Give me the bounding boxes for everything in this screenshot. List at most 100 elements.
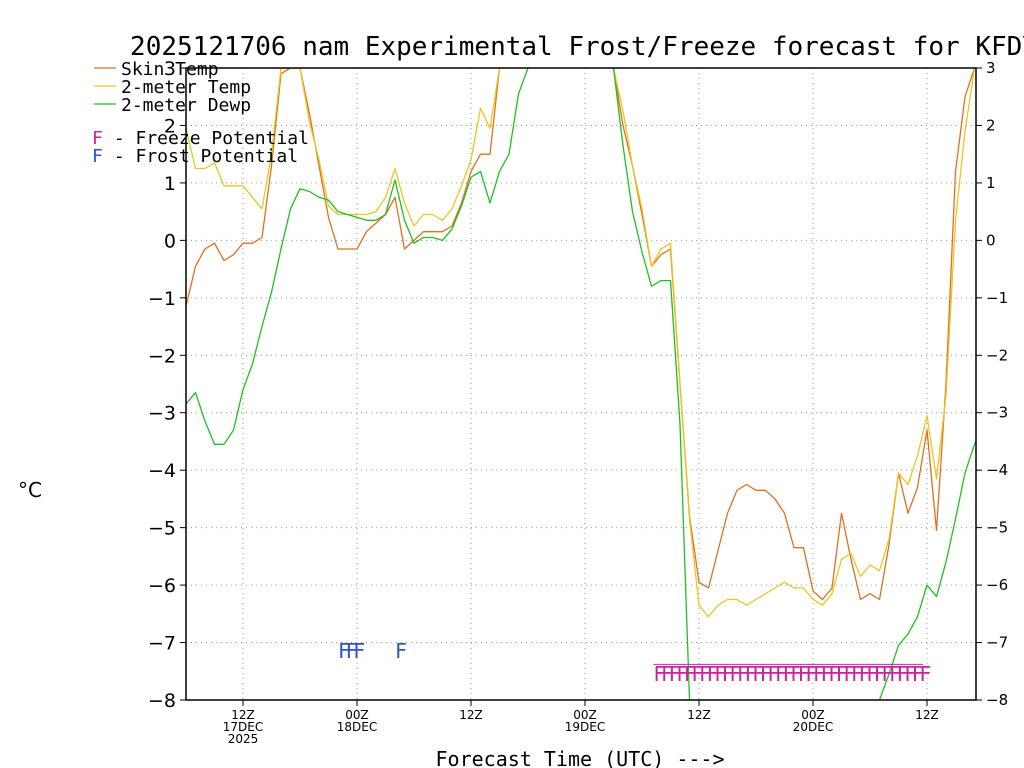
series-line-skin-temp	[186, 68, 505, 307]
x-tick-label: 12Z	[687, 708, 711, 722]
legend-freeze-letter: F	[92, 128, 103, 149]
series-group	[186, 68, 976, 700]
freeze-marker: F	[745, 662, 757, 686]
legend-label-skin-temp: Skin Temp	[121, 59, 219, 80]
x-tick-label: 20DEC	[793, 720, 833, 734]
y-axis-unit: °C	[18, 478, 42, 502]
y-tick-label-right: 2	[986, 116, 996, 134]
legend-label-2m-dewp: 2-meter Dewp	[121, 95, 251, 116]
y-tick-label-right: −2	[986, 346, 1008, 364]
frost-marker: F	[353, 639, 365, 663]
y-tick-label-right: −3	[986, 404, 1008, 422]
legend-frost-text: - Frost Potential	[103, 146, 298, 167]
freeze-marker: F	[653, 662, 665, 686]
freeze-marker: F	[691, 662, 703, 686]
frost-marker: F	[395, 639, 407, 663]
freeze-marker: F	[790, 662, 802, 686]
x-tick-label: 12Z	[459, 708, 483, 722]
freeze-marker: F	[912, 662, 924, 686]
freeze-marker: F	[881, 662, 893, 686]
x-tick-label: 17DEC	[223, 720, 263, 734]
freeze-marker: F	[813, 662, 825, 686]
y-tick-label-right: 1	[986, 174, 996, 192]
x-tick-label: 19DEC	[565, 720, 605, 734]
gridlines	[186, 68, 976, 700]
legend-freeze-text: - Freeze Potential	[103, 128, 309, 149]
chart-title: 2025121706 nam Experimental Frost/Freeze…	[130, 32, 1024, 62]
freeze-marker: F	[676, 662, 688, 686]
frost-marker: F	[338, 639, 350, 663]
frost-marker: F	[346, 639, 358, 663]
series-line-skin-temp	[612, 68, 976, 601]
freeze-marker: F	[897, 662, 909, 686]
plot-frame	[185, 67, 977, 701]
y-tick-label-right: −1	[986, 289, 1008, 307]
freeze-marker: F	[714, 662, 726, 686]
y-tick-label-right: 0	[986, 231, 996, 249]
freeze-marker: F	[669, 662, 681, 686]
freeze-marker: F	[775, 662, 787, 686]
series-line-2-meter-dewp	[612, 68, 691, 700]
freeze-marker: F	[919, 662, 931, 686]
y-tick-label-right: −5	[986, 519, 1008, 537]
freeze-marker: F	[866, 662, 878, 686]
y-tick-label: −8	[148, 690, 176, 712]
freeze-marker: F	[661, 662, 673, 686]
freeze-marker: F	[836, 662, 848, 686]
y-tick-label-right: −8	[986, 691, 1008, 709]
y-tick-label: −2	[148, 345, 176, 367]
y-tick-label: −3	[148, 403, 176, 425]
series-line-2-meter-temp	[186, 68, 501, 227]
freeze-marker: F	[737, 662, 749, 686]
freeze-marker: F	[722, 662, 734, 686]
y-tick-label: −6	[148, 575, 176, 597]
y-tick-label: −4	[148, 460, 176, 482]
freeze-marker: F	[684, 662, 696, 686]
x-tick-label: 12Z	[231, 708, 255, 722]
x-tick-label: 00Z	[801, 708, 825, 722]
y-tick-label: −1	[148, 288, 176, 310]
x-tick-label: 2025	[228, 732, 259, 746]
freeze-marker: F	[874, 662, 886, 686]
y-tick-label-right: −6	[986, 576, 1008, 594]
x-axis-label: Forecast Time (UTC) --->	[436, 747, 725, 768]
x-tick-label: 00Z	[573, 708, 597, 722]
series-lines	[186, 68, 976, 700]
freeze-marker: F	[760, 662, 772, 686]
legend-label-2m-temp: 2-meter Temp	[121, 77, 251, 98]
freeze-marker: F	[707, 662, 719, 686]
series-line-2-meter-dewp	[186, 68, 529, 445]
freeze-marker: F	[859, 662, 871, 686]
y-tick-label-right: −7	[986, 634, 1008, 652]
freeze-marker: F	[767, 662, 779, 686]
legend-frost-letter: F	[92, 146, 103, 167]
freeze-marker: F	[843, 662, 855, 686]
freeze-marker: F	[805, 662, 817, 686]
y-tick-label: 1	[164, 173, 176, 195]
freeze-marker: F	[729, 662, 741, 686]
freeze-marker: F	[821, 662, 833, 686]
series-line-2-meter-dewp	[878, 439, 976, 700]
y-tick-label: 0	[164, 230, 176, 252]
freeze-marker: F	[851, 662, 863, 686]
legend: Skin Temp 2-meter Temp 2-meter Dewp F - …	[92, 59, 309, 167]
x-tick-label: 18DEC	[337, 720, 377, 734]
freeze-marker: F	[889, 662, 901, 686]
freeze-marker: F	[752, 662, 764, 686]
freeze-marker: F	[828, 662, 840, 686]
x-tick-label: 00Z	[345, 708, 369, 722]
freeze-marker: F	[783, 662, 795, 686]
x-tick-label: 12Z	[915, 708, 939, 722]
freeze-marker: F	[904, 662, 916, 686]
freeze-marker: F	[798, 662, 810, 686]
y-tick-label-right: −4	[986, 461, 1008, 479]
y-axis-right: 3 2 1 0 −1 −2 −3 −4 −5 −6 −7 −8	[976, 59, 1008, 709]
y-tick-label: −7	[148, 633, 176, 655]
y-tick-label: −5	[148, 518, 176, 540]
y-tick-label: 2	[164, 115, 176, 137]
freeze-marker: F	[699, 662, 711, 686]
y-tick-label-right: 3	[986, 59, 996, 77]
